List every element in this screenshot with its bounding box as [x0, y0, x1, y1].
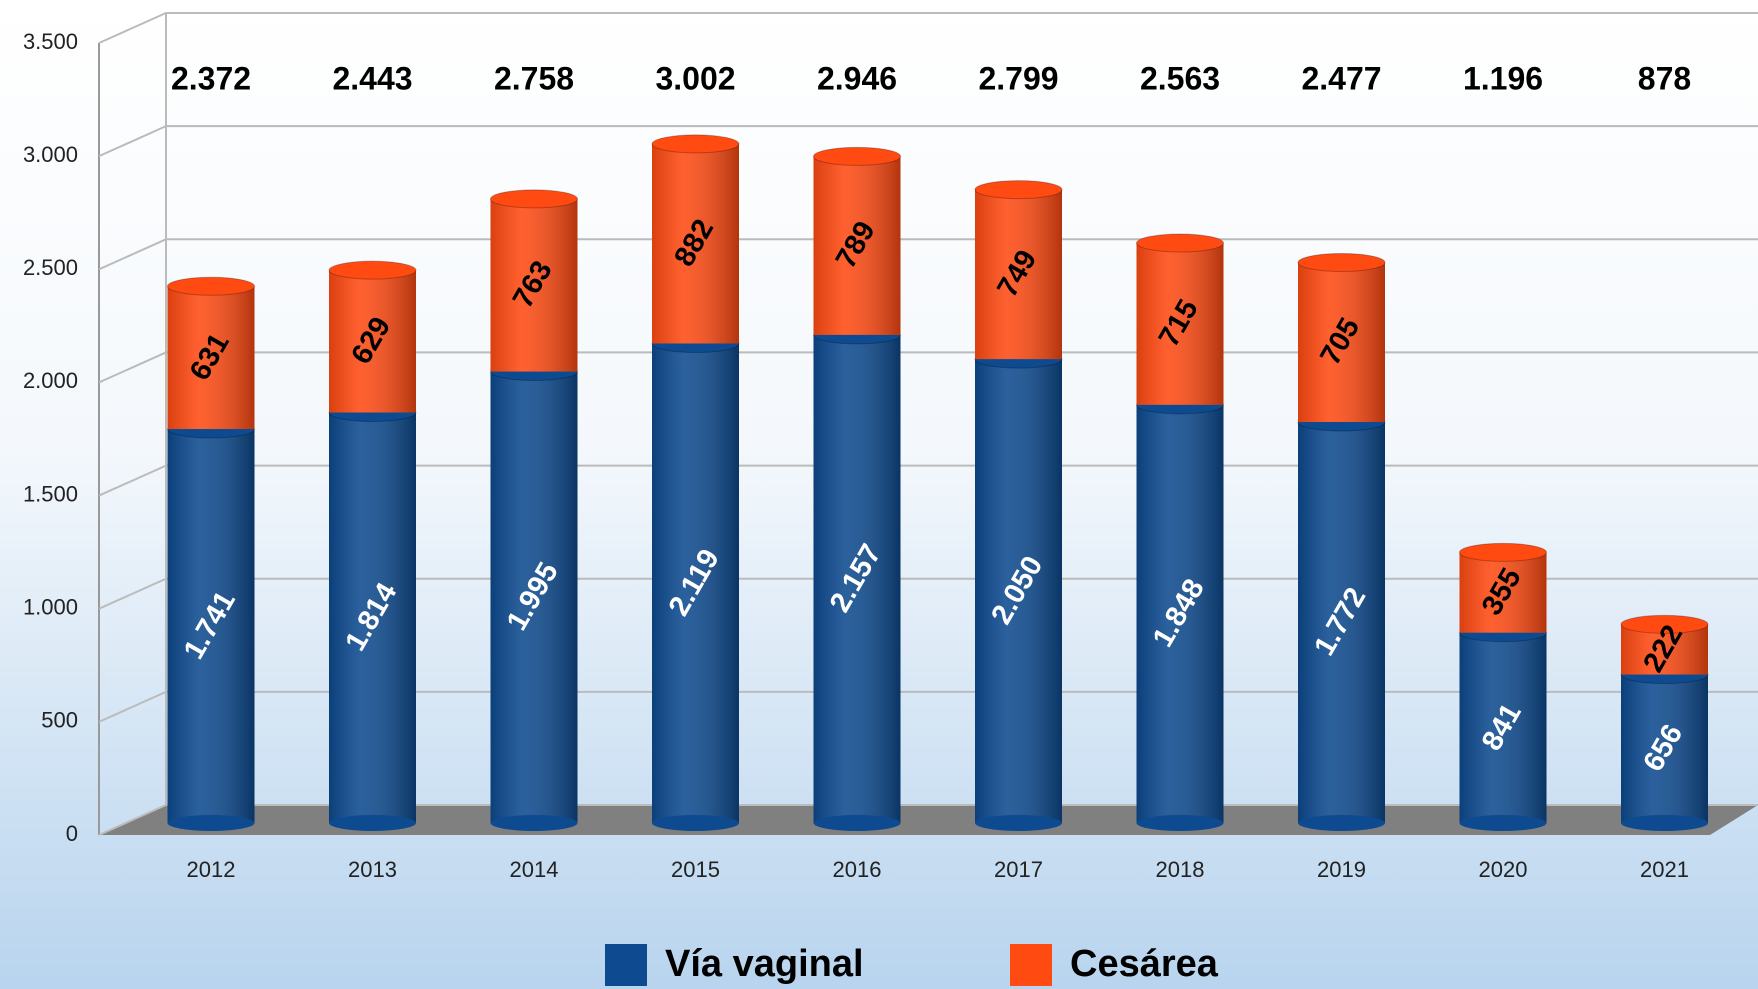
total-label: 2.946 [817, 60, 897, 96]
y-tick-label: 0 [66, 821, 78, 846]
bar-cap [167, 276, 255, 296]
total-label: 878 [1638, 60, 1691, 96]
bar-shade [490, 371, 578, 823]
y-tick-label: 1.000 [23, 595, 78, 620]
bar-base [652, 815, 739, 831]
grid-line [98, 577, 1758, 610]
bar-shade [329, 270, 416, 413]
bar-shade [1136, 243, 1224, 405]
bar-shade [975, 359, 1062, 823]
bar-cap [490, 189, 578, 209]
bar-shade [490, 198, 578, 372]
bar-base [1459, 815, 1547, 831]
bar-base [1298, 815, 1385, 831]
bar-shade [813, 156, 901, 335]
grid-line [98, 351, 1758, 384]
y-tick-label: 3.000 [23, 142, 78, 167]
legend-swatch [1010, 944, 1052, 986]
grid-line [98, 238, 1758, 271]
bar-base [1621, 815, 1708, 831]
bar-shade [813, 334, 901, 823]
y-tick-label: 3.500 [23, 29, 78, 54]
y-tick-label: 1.500 [23, 481, 78, 506]
total-label: 2.372 [171, 60, 251, 96]
bar-base [975, 815, 1062, 831]
bar-shade [167, 286, 255, 430]
total-label: 2.443 [332, 60, 412, 96]
bar-base [490, 815, 578, 831]
x-tick-label: 2016 [833, 857, 882, 882]
x-tick-label: 2018 [1156, 857, 1205, 882]
bar-shade [1459, 552, 1547, 633]
grid-line [98, 125, 1758, 158]
bar-shade [1298, 262, 1385, 423]
total-label: 3.002 [655, 60, 735, 96]
x-tick-label: 2021 [1640, 857, 1689, 882]
x-tick-label: 2013 [348, 857, 397, 882]
total-label: 2.758 [494, 60, 574, 96]
bar-base [329, 815, 416, 831]
bar-shade [652, 143, 739, 344]
x-tick-label: 2017 [994, 857, 1043, 882]
x-tick-label: 2014 [510, 857, 559, 882]
bar-cap [974, 180, 1063, 200]
bar-shade [1298, 422, 1385, 823]
total-label: 2.799 [978, 60, 1058, 96]
legend-swatch [605, 944, 647, 986]
bar-cap [1136, 233, 1224, 253]
grid-line [98, 12, 1758, 44]
total-label: 2.477 [1301, 60, 1381, 96]
x-tick-label: 2015 [671, 857, 720, 882]
bar-cap [651, 134, 740, 154]
bar-shade [652, 343, 739, 823]
y-tick-label: 2.500 [23, 255, 78, 280]
total-label: 2.563 [1140, 60, 1220, 96]
bar-shade [1136, 404, 1224, 823]
bar-cap [1459, 542, 1547, 562]
bar-cap [328, 260, 417, 280]
bar-shade [1459, 632, 1547, 823]
total-label: 1.196 [1463, 60, 1543, 96]
grid-line [98, 464, 1758, 497]
x-tick-label: 2019 [1317, 857, 1366, 882]
legend-label: Vía vaginal [665, 943, 864, 985]
bar-shade [1621, 674, 1708, 823]
grid-line [98, 804, 1758, 836]
x-tick-label: 2020 [1479, 857, 1528, 882]
y-tick-label: 2.000 [23, 368, 78, 393]
legend-label: Cesárea [1070, 943, 1219, 985]
bar-cap [1297, 252, 1386, 272]
bar-shade [975, 189, 1062, 360]
bar-base [813, 815, 901, 831]
bar-shade [329, 412, 416, 823]
x-tick-label: 2012 [187, 857, 236, 882]
y-tick-label: 500 [41, 708, 78, 733]
bar-base [1136, 815, 1224, 831]
bar-shade [167, 429, 255, 823]
grid-line [98, 690, 1758, 723]
bar-cap [1620, 614, 1709, 634]
bar-cap [813, 146, 901, 166]
bar-base [167, 815, 255, 831]
